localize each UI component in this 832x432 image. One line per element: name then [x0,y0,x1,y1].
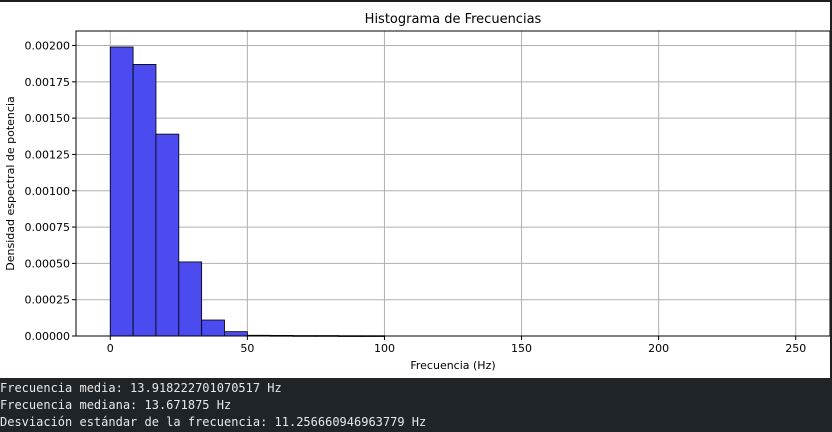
y-tick-label: 0.00150 [25,112,71,125]
axis-ticks: 0 50 100 150 200 250 0.00000 0.00025 0.00050 0.00… [25,40,807,355]
y-tick-label: 0.00200 [25,40,71,53]
y-tick-label: 0.00125 [25,148,71,161]
x-tick-label: 50 [240,342,254,355]
x-tick-label: 100 [374,342,395,355]
x-tick-label: 250 [785,342,806,355]
histogram-bar [109,46,134,337]
y-tick-label: 0.00175 [25,76,71,89]
histogram-bar [201,319,225,337]
x-tick-label: 150 [511,342,532,355]
histogram-chart: 0 50 100 150 200 250 0.00000 0.00025 0.00050 0.00… [4,12,830,372]
x-tick-label: 0 [107,342,114,355]
histogram-bar [178,261,203,337]
x-tick-label: 200 [648,342,669,355]
y-tick-label: 0.00000 [25,330,71,343]
y-tick-label: 0.00025 [25,294,71,307]
console-line-median: Frecuencia mediana: 13.671875 Hz [0,398,232,412]
histogram-bar [155,133,180,337]
x-axis-title: Frecuencia (Hz) [410,359,495,372]
console-output: Frecuencia media: 13.918222701070517 Hz … [0,378,832,432]
histogram-bar [224,331,248,337]
plot-area-frame [75,30,830,337]
chart-title: Histograma de Frecuencias [365,12,542,27]
console-line-mean: Frecuencia media: 13.918222701070517 Hz [0,381,282,395]
console-line-std: Desviación estándar de la frecuencia: 11… [0,415,427,429]
grid-lines [76,31,830,337]
y-tick-label: 0.00100 [25,185,71,198]
y-axis-title: Densidad espectral de potencia [4,96,17,270]
y-tick-label: 0.00075 [25,221,71,234]
histogram-bar [132,64,157,337]
y-tick-label: 0.00050 [25,257,71,270]
histogram-bars [109,46,385,337]
